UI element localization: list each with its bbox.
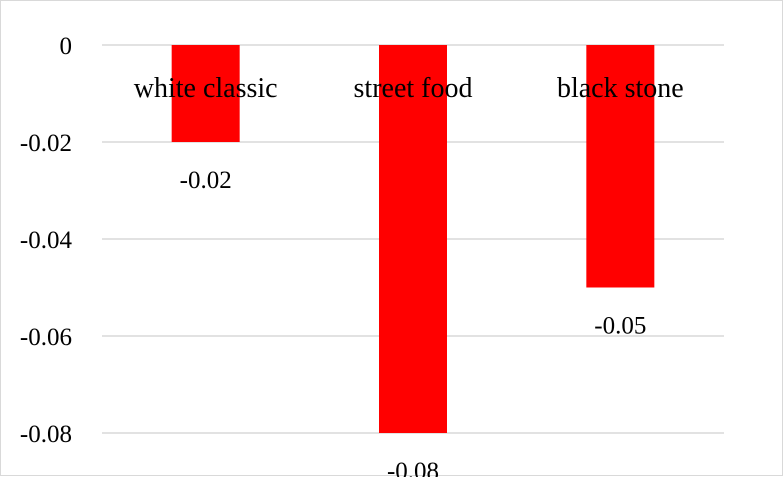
category-label: street food [354,73,473,104]
bar [586,45,655,288]
bar [171,45,240,142]
category-labels: white classic street food black stone [134,73,684,104]
y-tick-label: -0.02 [20,130,72,157]
data-label: -0.05 [594,313,646,340]
y-tick-label: -0.08 [20,421,72,448]
category-label: white classic [134,73,278,104]
y-tick-label: 0 [60,33,73,60]
y-axis-tick-labels: 0 -0.02 -0.04 -0.06 -0.08 [20,33,73,448]
data-labels: -0.02 -0.08 -0.05 [180,167,647,477]
bar [379,45,447,433]
y-tick-label: -0.06 [20,324,72,351]
data-label: -0.08 [387,458,439,477]
bars [171,45,655,433]
y-tick-label: -0.04 [20,227,73,254]
data-label: -0.02 [180,167,232,194]
category-label: black stone [557,73,684,104]
